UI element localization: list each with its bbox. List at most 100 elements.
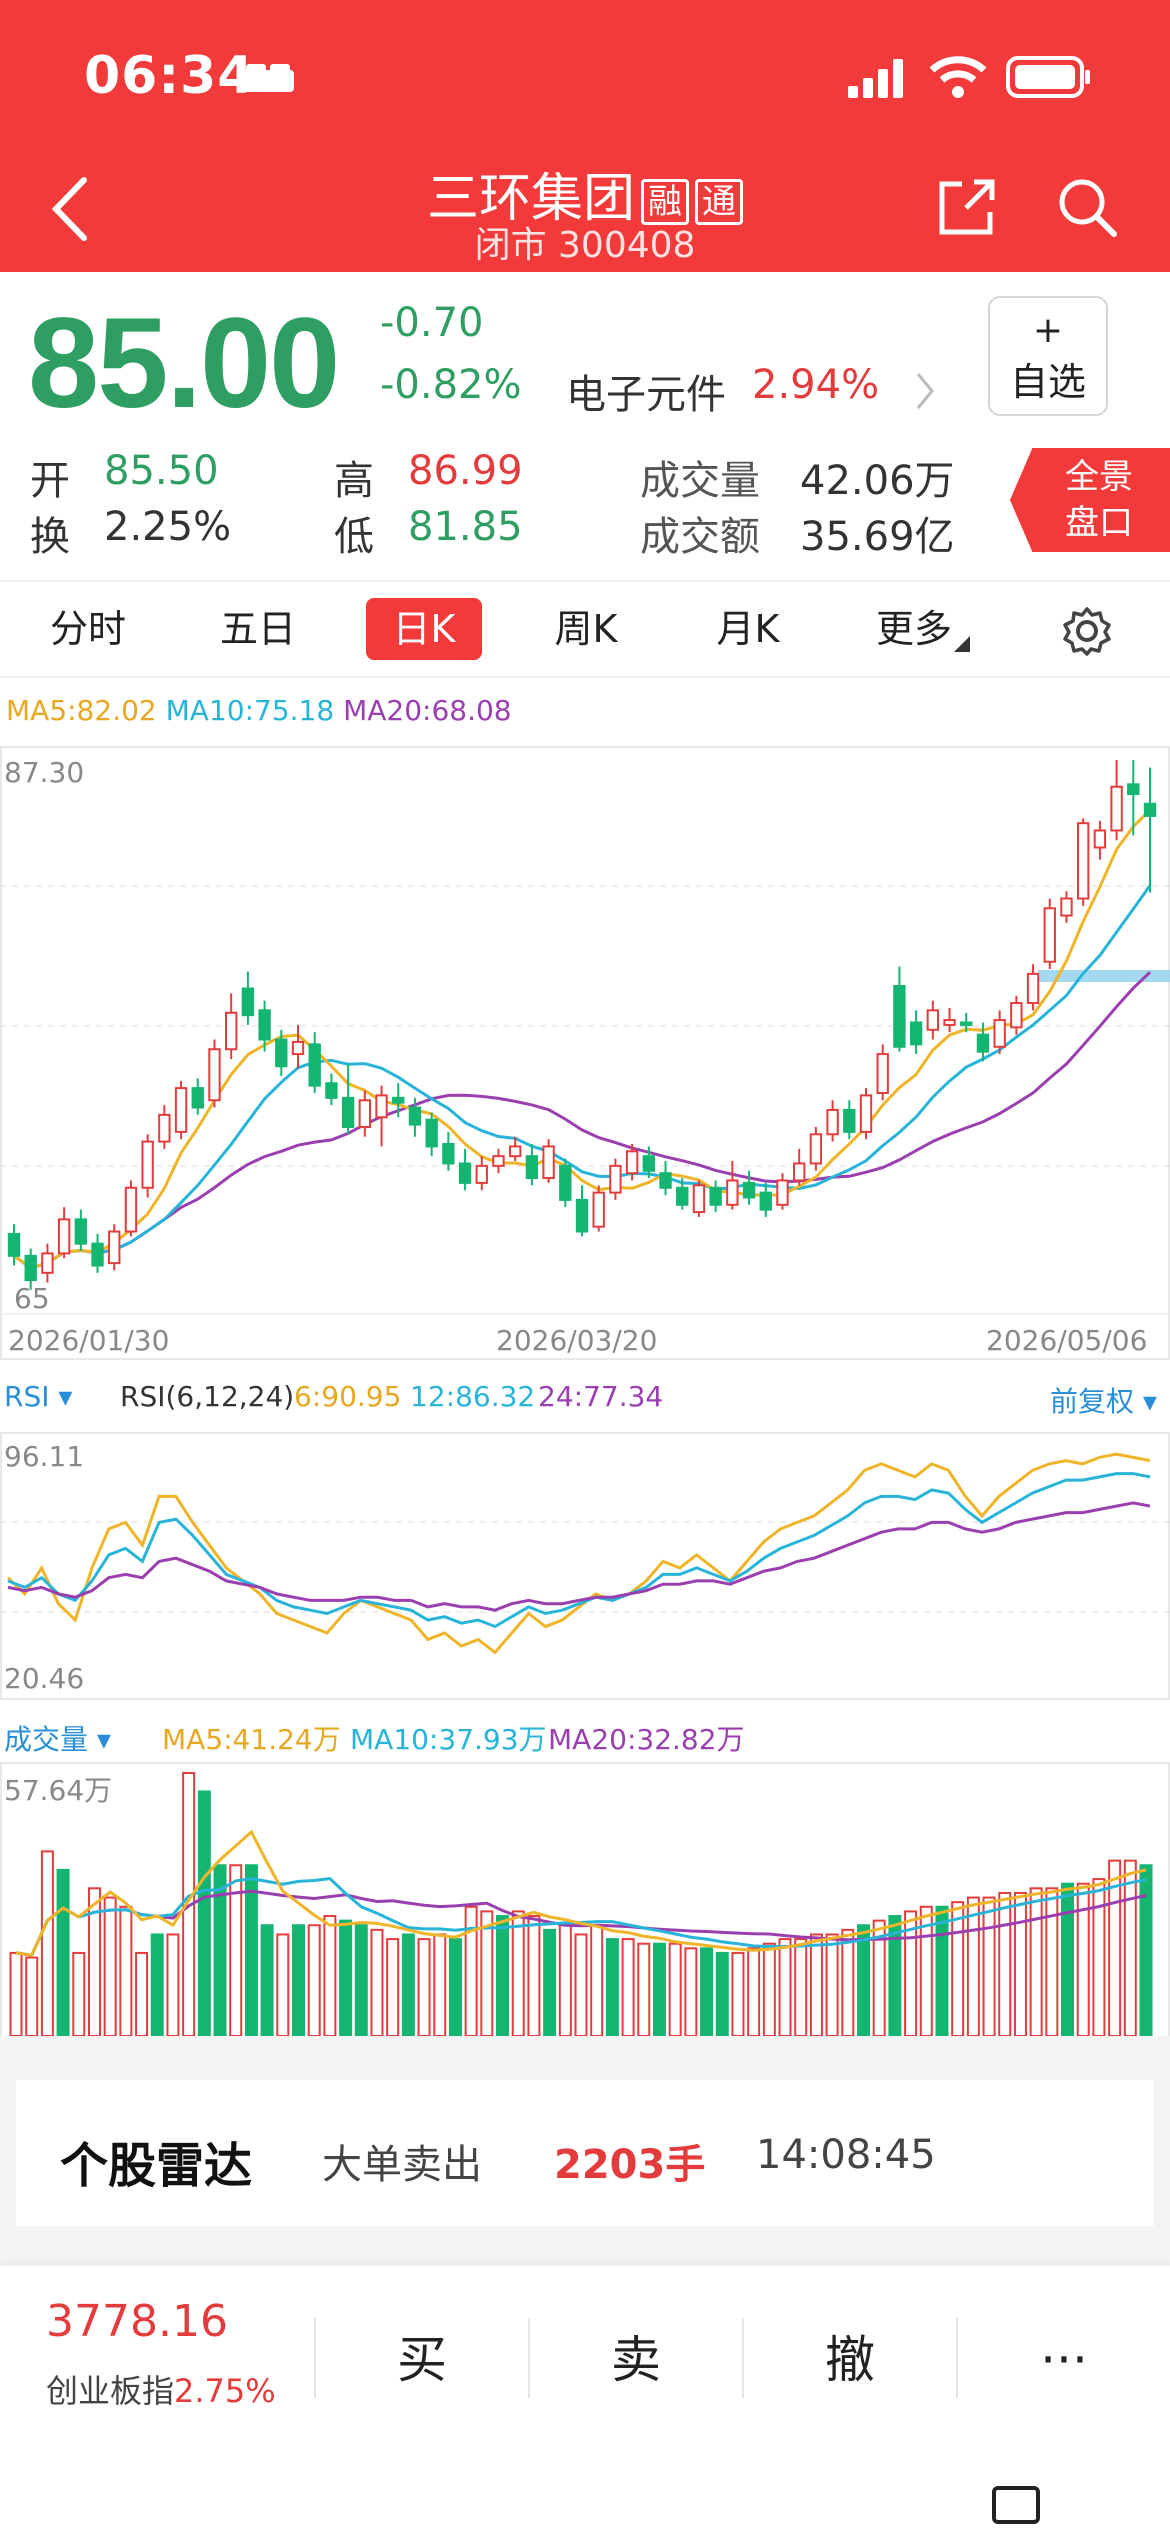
search-icon[interactable]	[1056, 176, 1120, 240]
candle-body	[141, 1140, 154, 1189]
volume-marks	[9, 1771, 1153, 2038]
rsi-y-min: 20.46	[4, 1662, 84, 1695]
volume-selector[interactable]: 成交量 ▾	[4, 1723, 111, 1756]
volume-bar	[621, 1938, 635, 2037]
volume-bar	[998, 1891, 1012, 2037]
candle-body	[308, 1043, 321, 1087]
volume-y-max: 57.64万	[4, 1774, 112, 1807]
divider	[956, 2318, 958, 2398]
volume-chart[interactable]: 57.64万	[0, 1762, 1170, 2038]
rsi-line-2	[7, 1472, 1151, 1629]
tab-five-day[interactable]: 五日	[219, 607, 296, 651]
candle-body	[392, 1096, 405, 1104]
sleep-mode-icon	[242, 64, 294, 92]
radar-event: 大单卖出	[322, 2142, 482, 2188]
candle-body	[1127, 783, 1140, 796]
margin-tag: 融	[641, 179, 689, 225]
panorama-line2: 盘口	[1065, 503, 1133, 543]
add-watchlist-button[interactable]: + 自选	[988, 296, 1108, 416]
back-icon[interactable]	[46, 174, 96, 244]
candle-body	[1060, 897, 1073, 917]
candle-body	[458, 1162, 472, 1184]
tab-more[interactable]: 更多	[875, 607, 952, 651]
volume-bar	[731, 1951, 745, 2037]
tab-daily-k[interactable]: 日K	[366, 598, 482, 660]
current-price: 85.00	[28, 292, 340, 435]
volume-bar	[496, 1915, 510, 2038]
sell-button[interactable]: 卖	[611, 2331, 661, 2389]
radar-time: 14:08:45	[756, 2132, 936, 2178]
share-icon[interactable]	[936, 176, 998, 238]
ma-legend: MA5:82.02 MA10:75.18 MA20:68.08	[6, 694, 512, 727]
candle-body	[241, 987, 255, 1017]
volume-bar	[1045, 1887, 1059, 2038]
cancel-order-button[interactable]: 撤	[825, 2331, 875, 2389]
low-value: 81.85	[408, 504, 523, 550]
candle-body	[91, 1242, 104, 1267]
volume-bar	[637, 1942, 651, 2037]
volume-bar	[339, 1919, 353, 2037]
volume-bar	[135, 1951, 149, 2037]
candle-body	[826, 1108, 839, 1136]
candle-body	[208, 1048, 221, 1102]
rsi-chart[interactable]: 96.11 20.46	[0, 1432, 1170, 1702]
candle-body	[1043, 907, 1056, 963]
stock-radar-card[interactable]: 个股雷达 大单卖出 2203手 14:08:45	[16, 2080, 1154, 2226]
vol-ma10: MA10:37.93万	[350, 1723, 547, 1756]
volume-bar	[590, 1924, 604, 2037]
volume-bar	[982, 1896, 996, 2037]
divider	[742, 2318, 744, 2398]
volume-bar	[103, 1896, 117, 2037]
rsi-selector[interactable]: RSI ▾	[4, 1380, 73, 1413]
rsi6-value: 6:90.95	[294, 1380, 402, 1413]
index-value[interactable]: 3778.16	[46, 2296, 228, 2347]
volume-bar	[386, 1938, 400, 2037]
signal-icon	[848, 59, 903, 98]
open-value: 85.50	[104, 448, 219, 494]
low-label: 低	[334, 514, 374, 560]
candle-body	[542, 1145, 555, 1180]
volume-bar	[511, 1910, 525, 2038]
volume-bar	[276, 1933, 290, 2037]
index-line[interactable]: 创业板指2.75%	[46, 2366, 276, 2412]
candle-body	[174, 1087, 188, 1133]
adjust-selector[interactable]: 前复权 ▾	[1050, 1385, 1157, 1418]
candle-body	[993, 1019, 1006, 1048]
chevron-right-icon[interactable]	[912, 370, 938, 412]
tab-weekly-k[interactable]: 周K	[554, 607, 618, 651]
volume-bar	[292, 1924, 305, 2037]
wifi-icon	[929, 56, 987, 98]
rsi-title: RSI	[4, 1380, 50, 1413]
ma5-line	[13, 809, 1152, 1270]
candle-body	[843, 1108, 856, 1133]
tab-monthly-k[interactable]: 月K	[716, 607, 780, 651]
divider	[314, 2318, 316, 2398]
settings-gear-icon[interactable]	[1062, 606, 1112, 656]
volume-value: 42.06万	[800, 458, 955, 504]
more-button[interactable]: ···	[1040, 2331, 1088, 2389]
candle-body	[976, 1033, 990, 1053]
candle-body	[41, 1252, 54, 1274]
panorama-button[interactable]: 全景 盘口	[1010, 448, 1170, 552]
buy-button[interactable]: 买	[397, 2331, 447, 2389]
candle-body	[1026, 972, 1040, 1005]
candle-body	[642, 1155, 656, 1172]
divider	[528, 2318, 530, 2398]
candle-body	[325, 1082, 338, 1099]
candle-body	[893, 985, 906, 1048]
volume-bar	[72, 1951, 86, 2037]
stock-subtitle: 闭市 300408	[474, 225, 696, 266]
sector-name[interactable]: 电子元件	[566, 372, 726, 418]
radar-qty: 2203手	[554, 2142, 706, 2188]
kline-chart[interactable]: 87.30 65 2026/01/30 2026/03/20 2026/05/0…	[0, 746, 1170, 1360]
volume-bar	[1029, 1887, 1043, 2038]
candle-body	[358, 1099, 372, 1129]
ma5-label: MA5:82.02	[6, 694, 157, 727]
tab-intraday[interactable]: 分时	[49, 607, 126, 651]
sector-pct[interactable]: 2.94%	[752, 362, 880, 408]
candle-body	[625, 1150, 639, 1175]
candle-body	[859, 1094, 873, 1133]
candle-body	[592, 1191, 605, 1228]
candle-body	[1143, 802, 1157, 817]
turnover-label: 换	[30, 514, 70, 560]
